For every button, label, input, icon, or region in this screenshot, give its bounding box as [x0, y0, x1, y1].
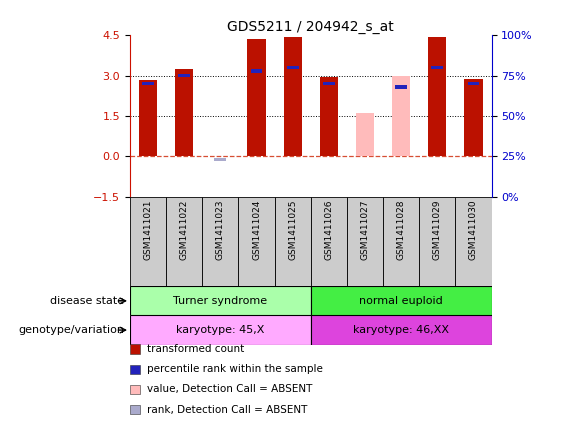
Bar [142, 82, 154, 85]
Bar [215, 158, 226, 162]
Bar [175, 69, 193, 157]
Text: GSM1411021: GSM1411021 [144, 200, 153, 260]
Text: GSM1411028: GSM1411028 [397, 200, 406, 260]
Bar [284, 37, 302, 157]
Text: GSM1411026: GSM1411026 [324, 200, 333, 260]
Bar [311, 316, 492, 345]
Text: GSM1411029: GSM1411029 [433, 200, 442, 260]
Text: karyotype: 46,XX: karyotype: 46,XX [353, 325, 449, 335]
Text: GSM1411023: GSM1411023 [216, 200, 225, 260]
Bar [428, 37, 446, 157]
Text: Turner syndrome: Turner syndrome [173, 296, 267, 306]
Bar [287, 66, 298, 69]
Text: percentile rank within the sample: percentile rank within the sample [147, 364, 323, 374]
Text: transformed count: transformed count [147, 344, 244, 354]
Bar [202, 197, 238, 286]
Text: karyotype: 45,X: karyotype: 45,X [176, 325, 264, 335]
Bar [130, 197, 166, 286]
Bar [247, 39, 266, 157]
Text: normal euploid: normal euploid [359, 296, 443, 306]
Bar [320, 77, 338, 157]
Text: genotype/variation: genotype/variation [18, 325, 124, 335]
Text: GSM1411024: GSM1411024 [252, 200, 261, 260]
Bar [419, 197, 455, 286]
Bar [130, 286, 311, 316]
Text: GSM1411030: GSM1411030 [469, 200, 478, 260]
Text: rank, Detection Call = ABSENT: rank, Detection Call = ABSENT [147, 405, 307, 415]
Text: GSM1411025: GSM1411025 [288, 200, 297, 260]
Bar [323, 82, 334, 85]
Text: disease state: disease state [50, 296, 124, 306]
Bar [347, 197, 383, 286]
Bar [251, 69, 262, 73]
Bar [311, 286, 492, 316]
Bar [468, 82, 479, 85]
Bar [166, 197, 202, 286]
Bar [311, 197, 347, 286]
Text: GSM1411027: GSM1411027 [360, 200, 370, 260]
Bar [464, 79, 483, 157]
Text: value, Detection Call = ABSENT: value, Detection Call = ABSENT [147, 385, 312, 395]
Bar [392, 76, 410, 157]
Bar [179, 74, 190, 77]
Bar [356, 113, 374, 157]
Bar [139, 80, 157, 157]
Bar [455, 197, 492, 286]
Bar [130, 316, 311, 345]
Bar [383, 197, 419, 286]
Text: GSM1411022: GSM1411022 [180, 200, 189, 260]
Bar [432, 66, 443, 69]
Bar [275, 197, 311, 286]
Bar [396, 85, 407, 89]
Bar [238, 197, 275, 286]
Title: GDS5211 / 204942_s_at: GDS5211 / 204942_s_at [227, 20, 394, 34]
